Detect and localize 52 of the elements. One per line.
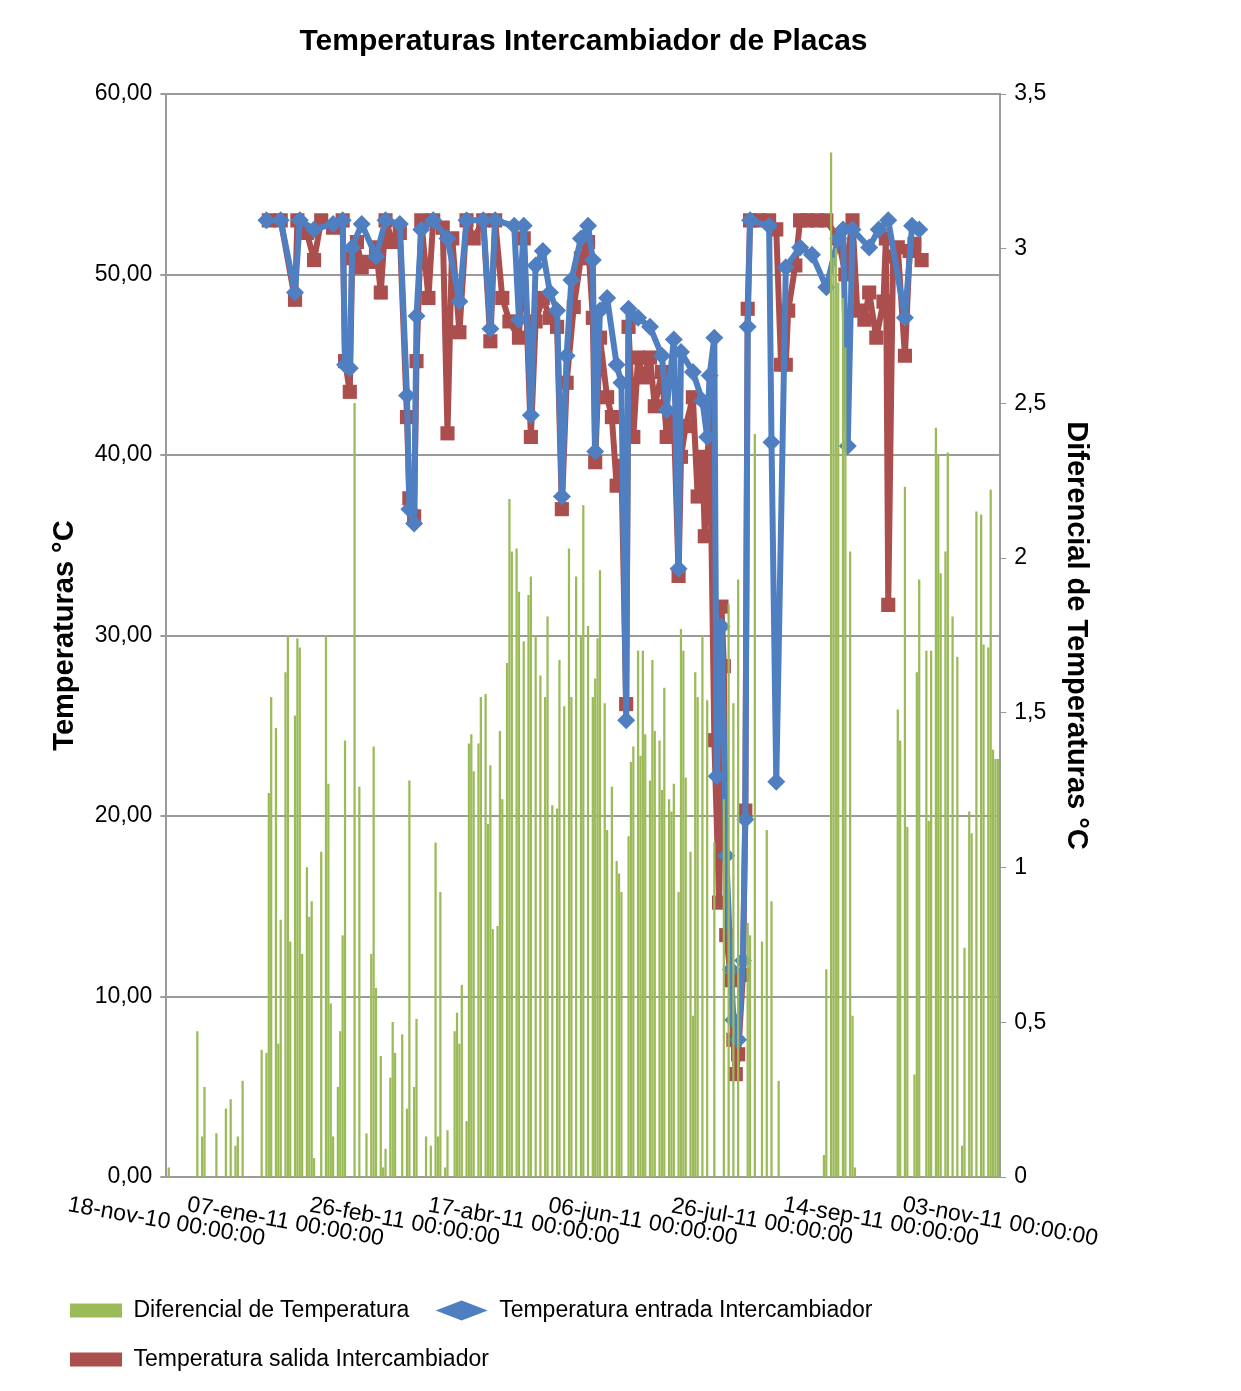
- y2-axis-title: Diferencial de Temperaturas °C: [1061, 421, 1094, 850]
- bar: [424, 1136, 428, 1177]
- bar: [658, 740, 661, 1177]
- bar: [484, 693, 487, 1177]
- y-tick-label: 50,00: [94, 259, 153, 286]
- bar: [365, 1133, 368, 1177]
- legend-label: Temperatura entrada Intercambiador: [499, 1295, 873, 1322]
- bar: [236, 1136, 239, 1177]
- bar: [215, 1133, 218, 1177]
- y2-tick-label: 2,5: [1014, 388, 1047, 415]
- y-tick-label: 0,00: [107, 1162, 153, 1189]
- bar: [203, 1086, 206, 1177]
- bar: [951, 616, 954, 1177]
- bar: [770, 901, 773, 1177]
- bar: [701, 635, 704, 1177]
- bar: [167, 1167, 170, 1177]
- bar: [508, 499, 511, 1177]
- bar: [241, 1080, 244, 1177]
- bar: [689, 851, 692, 1177]
- bar: [539, 675, 542, 1177]
- legend-label: Diferencial de Temperatura: [133, 1295, 410, 1322]
- bar: [558, 659, 561, 1177]
- y-tick-label: 20,00: [94, 801, 153, 828]
- bar: [975, 511, 978, 1177]
- bar: [925, 650, 928, 1177]
- chart-title: Temperaturas Intercambiador de Placas: [299, 23, 868, 57]
- y-tick-label: 60,00: [94, 79, 153, 106]
- legend-label: Temperatura salida Intercambiador: [133, 1344, 490, 1371]
- bar: [408, 780, 411, 1177]
- y2-tick-label: 3,5: [1014, 79, 1047, 106]
- bar: [732, 703, 735, 1177]
- y-axis-title: Temperaturas °C: [47, 520, 80, 751]
- bar: [415, 1018, 418, 1177]
- y-tick-label: 30,00: [94, 620, 153, 647]
- bar: [515, 548, 518, 1177]
- y2-tick-label: 1: [1014, 852, 1028, 879]
- y2-tick-label: 3: [1014, 234, 1028, 261]
- y-tick-label: 40,00: [94, 440, 153, 467]
- bar: [434, 842, 437, 1177]
- bar: [296, 638, 299, 1177]
- bar: [546, 616, 549, 1177]
- bar: [651, 659, 654, 1177]
- y-tick-label: 10,00: [94, 981, 153, 1008]
- bar: [489, 765, 492, 1177]
- y2-tick-label: 1,5: [1014, 698, 1047, 725]
- bar: [384, 1148, 387, 1177]
- bar: [446, 1130, 449, 1177]
- bar: [353, 403, 356, 1177]
- y2-tick-label: 0: [1014, 1162, 1028, 1189]
- y2-tick-label: 0,5: [1014, 1007, 1047, 1034]
- bar: [963, 947, 966, 1177]
- y2-tick-label: 2: [1014, 543, 1028, 570]
